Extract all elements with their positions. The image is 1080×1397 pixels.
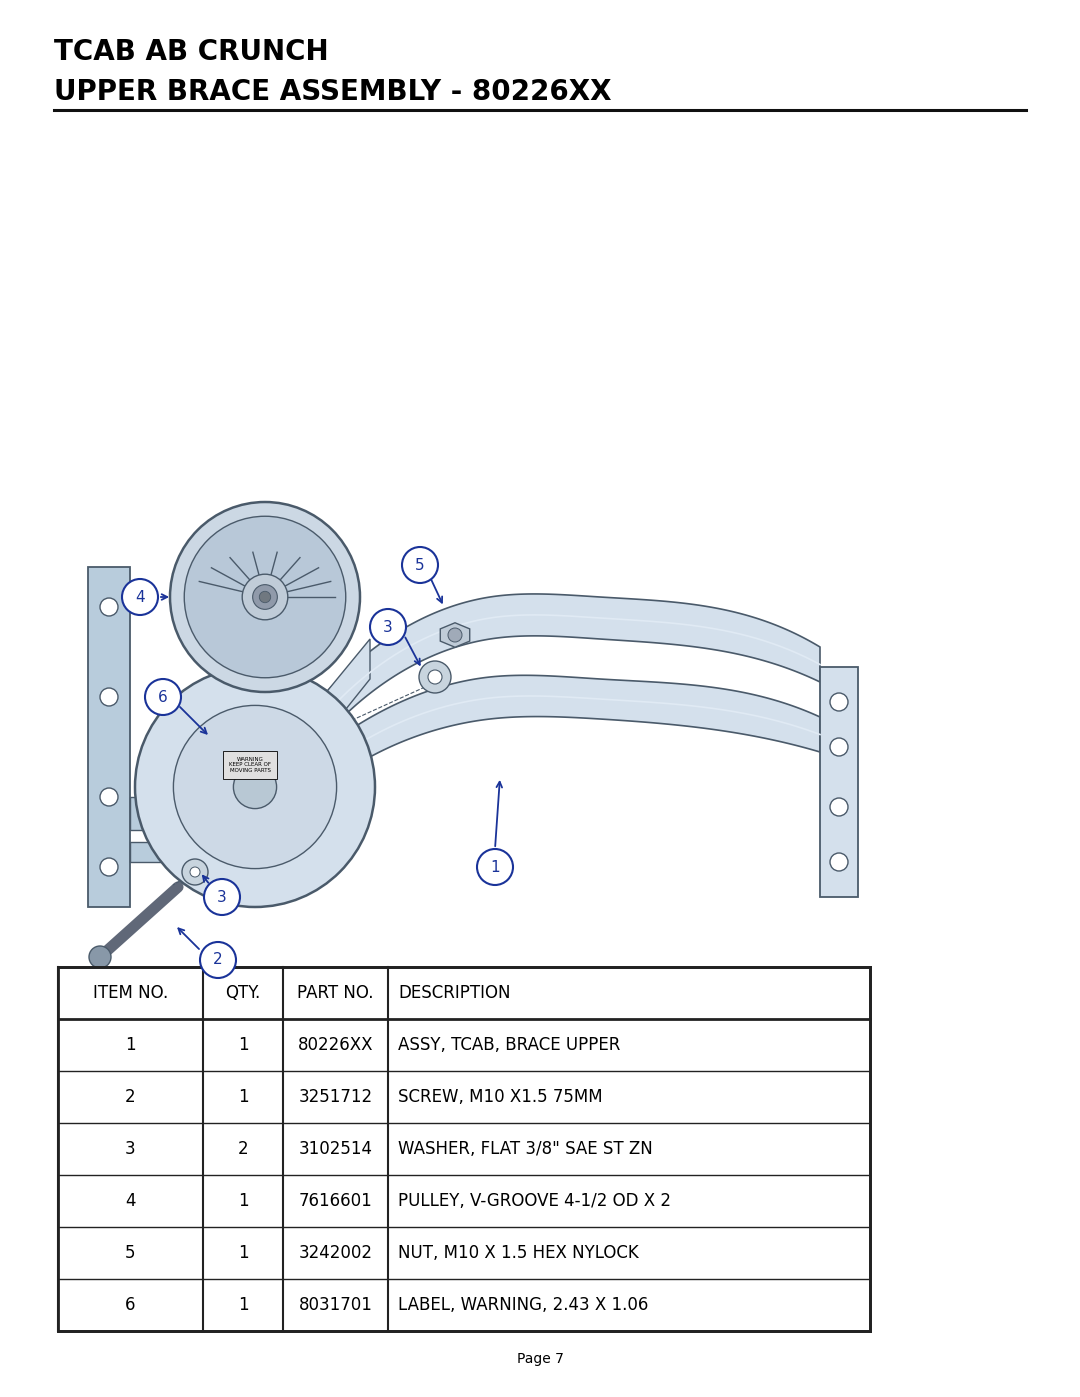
Text: ASSY, TCAB, BRACE UPPER: ASSY, TCAB, BRACE UPPER: [399, 1037, 620, 1053]
Text: TCAB AB CRUNCH: TCAB AB CRUNCH: [54, 38, 328, 66]
Text: QTY.: QTY.: [226, 983, 260, 1002]
Circle shape: [242, 574, 287, 620]
Text: DESCRIPTION: DESCRIPTION: [399, 983, 511, 1002]
Text: 4: 4: [125, 1192, 136, 1210]
Circle shape: [233, 766, 276, 809]
Polygon shape: [310, 638, 370, 754]
Circle shape: [100, 788, 118, 806]
Circle shape: [200, 942, 237, 978]
Circle shape: [370, 609, 406, 645]
Circle shape: [170, 502, 360, 692]
Text: 6: 6: [125, 1296, 136, 1315]
Circle shape: [831, 798, 848, 816]
Text: Page 7: Page 7: [516, 1352, 564, 1366]
Text: ITEM NO.: ITEM NO.: [93, 983, 168, 1002]
Circle shape: [204, 879, 240, 915]
Circle shape: [185, 517, 346, 678]
Text: 2: 2: [213, 953, 222, 968]
Text: 1: 1: [125, 1037, 136, 1053]
Text: LABEL, WARNING, 2.43 X 1.06: LABEL, WARNING, 2.43 X 1.06: [399, 1296, 648, 1315]
Text: 8031701: 8031701: [298, 1296, 373, 1315]
Text: 3: 3: [217, 890, 227, 904]
Text: 1: 1: [238, 1088, 248, 1106]
Polygon shape: [130, 798, 230, 830]
Text: 1: 1: [490, 859, 500, 875]
Circle shape: [89, 946, 111, 968]
Text: NUT, M10 X 1.5 HEX NYLOCK: NUT, M10 X 1.5 HEX NYLOCK: [399, 1243, 638, 1261]
Text: 1: 1: [238, 1296, 248, 1315]
Text: 3102514: 3102514: [298, 1140, 373, 1158]
Text: 3242002: 3242002: [298, 1243, 373, 1261]
Circle shape: [831, 738, 848, 756]
Polygon shape: [130, 842, 210, 862]
Circle shape: [183, 859, 208, 886]
Circle shape: [100, 687, 118, 705]
Text: UPPER BRACE ASSEMBLY - 80226XX: UPPER BRACE ASSEMBLY - 80226XX: [54, 78, 611, 106]
Circle shape: [135, 666, 375, 907]
Text: 6: 6: [158, 690, 167, 704]
Text: 3251712: 3251712: [298, 1088, 373, 1106]
Circle shape: [831, 854, 848, 870]
Text: 2: 2: [125, 1088, 136, 1106]
Circle shape: [100, 598, 118, 616]
Text: WARNING
KEEP CLEAR OF
MOVING PARTS: WARNING KEEP CLEAR OF MOVING PARTS: [229, 757, 271, 774]
Text: WASHER, FLAT 3/8" SAE ST ZN: WASHER, FLAT 3/8" SAE ST ZN: [399, 1140, 652, 1158]
FancyBboxPatch shape: [820, 666, 858, 897]
Circle shape: [190, 868, 200, 877]
Text: PULLEY, V-GROOVE 4-1/2 OD X 2: PULLEY, V-GROOVE 4-1/2 OD X 2: [399, 1192, 671, 1210]
FancyBboxPatch shape: [58, 967, 870, 1331]
Circle shape: [174, 705, 337, 869]
Text: 1: 1: [238, 1037, 248, 1053]
Text: 4: 4: [135, 590, 145, 605]
Text: 2: 2: [238, 1140, 248, 1158]
Text: 7616601: 7616601: [299, 1192, 373, 1210]
Text: 1: 1: [238, 1243, 248, 1261]
Text: 5: 5: [125, 1243, 136, 1261]
Circle shape: [259, 591, 271, 602]
Circle shape: [253, 585, 278, 609]
Circle shape: [100, 858, 118, 876]
Text: 1: 1: [238, 1192, 248, 1210]
Circle shape: [477, 849, 513, 886]
Text: 80226XX: 80226XX: [298, 1037, 374, 1053]
Text: 3: 3: [383, 619, 393, 634]
Text: PART NO.: PART NO.: [297, 983, 374, 1002]
Circle shape: [831, 693, 848, 711]
Polygon shape: [441, 623, 470, 647]
Polygon shape: [310, 594, 820, 754]
Text: SCREW, M10 X1.5 75MM: SCREW, M10 X1.5 75MM: [399, 1088, 603, 1106]
Circle shape: [402, 548, 438, 583]
Circle shape: [448, 629, 462, 643]
Circle shape: [419, 661, 451, 693]
Circle shape: [428, 671, 442, 685]
Circle shape: [145, 679, 181, 715]
Text: 5: 5: [415, 557, 424, 573]
Polygon shape: [310, 675, 820, 799]
Text: 3: 3: [125, 1140, 136, 1158]
FancyBboxPatch shape: [87, 567, 130, 907]
Circle shape: [122, 578, 158, 615]
